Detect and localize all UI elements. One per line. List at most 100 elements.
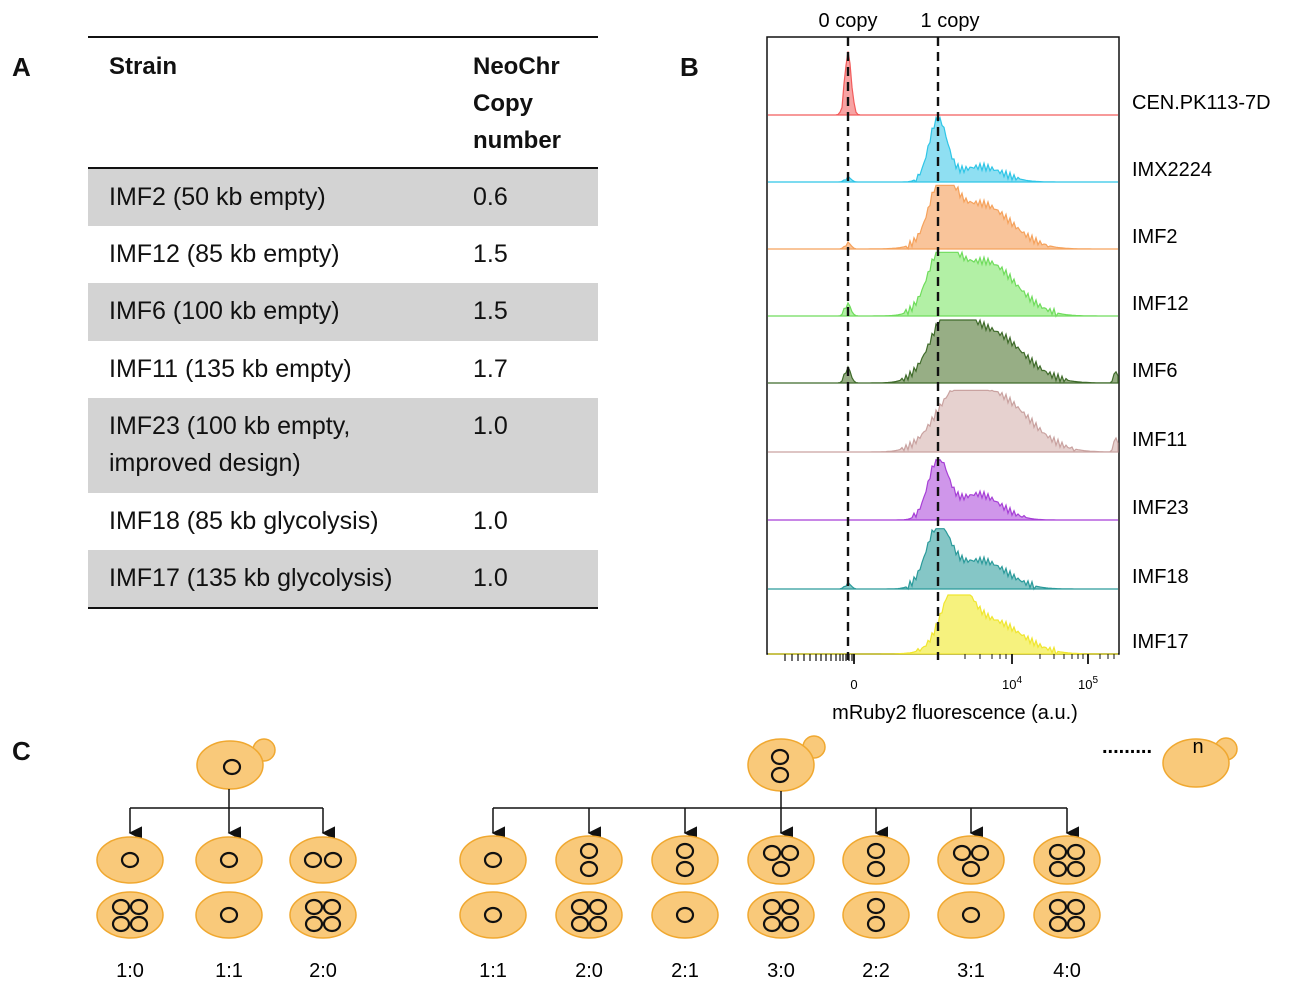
table-header-rule — [88, 167, 598, 169]
series-label: CEN.PK113-7D — [1132, 92, 1271, 114]
histogram-imx2224 — [768, 115, 1118, 183]
histogram-imf12 — [768, 250, 1118, 318]
ratio-label: 3:1 — [957, 960, 985, 982]
strain-cell: IMF23 (100 kb empty, improved design) — [109, 408, 350, 482]
neochromosome-icon — [1066, 843, 1086, 861]
daughter-cell-top — [651, 835, 719, 885]
daughter-cell-bottom — [747, 891, 815, 939]
neochromosome-icon — [866, 842, 886, 860]
panel-label-b: B — [680, 52, 699, 82]
neochromosome-icon — [762, 915, 782, 933]
neochromosome-icon — [303, 851, 323, 869]
panel-label-a: A — [12, 52, 31, 82]
ref-line-label-1-copy: 1 copy — [921, 10, 980, 32]
ratio-label: 1:0 — [116, 960, 144, 982]
copy-number-cell: 0.6 — [473, 183, 508, 211]
table-row: IMF12 (85 kb empty) 1.5 — [88, 226, 598, 283]
daughter-cell-bottom — [1033, 891, 1101, 939]
neochromosome-icon — [304, 915, 324, 933]
daughter-cell-bottom — [195, 891, 263, 939]
neochromosome-icon — [579, 842, 599, 860]
neochromosome-icon — [770, 766, 790, 784]
daughter-cell-top — [289, 836, 357, 884]
daughter-cell-top — [459, 835, 527, 885]
neochromosome-icon — [762, 898, 782, 916]
neochromosome-icon — [588, 915, 608, 933]
strain-cell: IMF18 (85 kb glycolysis) — [109, 507, 379, 535]
neochromosome-icon — [771, 860, 791, 878]
series-label: IMX2224 — [1132, 159, 1212, 181]
table-row: IMF23 (100 kb empty, improved design) 1.… — [88, 398, 598, 493]
histogram-imf6 — [768, 318, 1119, 384]
series-label: IMF2 — [1132, 226, 1178, 248]
series-labels: CEN.PK113-7D IMX2224 IMF2 IMF12 IMF6 IMF11 IMF… — [1132, 92, 1271, 653]
neochromosome-icon — [866, 897, 886, 915]
daughter-cell-top — [555, 835, 623, 885]
x-axis-ticks — [784, 654, 1115, 664]
neochromosome-icon — [675, 860, 695, 878]
daughter-cell-top — [195, 836, 263, 884]
daughter-cell-bottom — [96, 891, 164, 939]
histogram-ridges — [768, 51, 1119, 656]
header-copy-line-3: number — [473, 127, 562, 154]
daughter-cell-bottom — [651, 891, 719, 939]
neochromosome-icon — [120, 851, 140, 869]
ratio-label: 1:1 — [215, 960, 243, 982]
ref-line-label-0-copy: 0 copy — [819, 10, 878, 32]
neochromosome-icon — [780, 915, 800, 933]
diagram-body — [96, 735, 1238, 939]
ratio-labels-group-1: 1:0 1:1 2:0 — [116, 960, 337, 982]
neochromosome-icon — [961, 906, 981, 924]
neochromosome-icon — [1066, 915, 1086, 933]
neochromosome-icon — [483, 906, 503, 924]
strain-cell-line-1: IMF23 (100 kb empty, — [109, 412, 351, 440]
daughter-cell-top — [1033, 835, 1101, 885]
neochromosome-icon — [961, 860, 981, 878]
neochromosome-icon — [129, 915, 149, 933]
table-row: IMF6 (100 kb empty) 1.5 — [88, 283, 598, 341]
series-label: IMF6 — [1132, 360, 1178, 382]
neochromosome-icon — [219, 906, 239, 924]
series-label: IMF23 — [1132, 497, 1189, 519]
series-label: IMF18 — [1132, 566, 1189, 588]
table-top-rule — [88, 36, 598, 38]
neochromosome-icon — [304, 898, 324, 916]
neochromosome-icon — [1066, 860, 1086, 878]
neochromosome-icon — [483, 851, 503, 869]
neochromosome-icon — [866, 915, 886, 933]
n-copy-cell — [1162, 738, 1230, 788]
ratio-label: 3:0 — [767, 960, 795, 982]
neochromosome-icon — [322, 915, 342, 933]
daughter-cell-bottom — [289, 891, 357, 939]
ellipsis: ......... — [1102, 736, 1152, 758]
histogram-imf2 — [768, 184, 1118, 251]
ratio-label: 4:0 — [1053, 960, 1081, 982]
fluorescence-histogram-chart: 0 copy 1 copy CEN.PK113-7D IMX2224 IMF2 IMF… — [766, 10, 1271, 724]
neochromosome-icon — [1048, 860, 1068, 878]
neochromosome-segregation-diagram: n ......... 1:0 1:1 2:0 1:1 2:0 2:1 3:0 2:2 3:1… — [96, 735, 1238, 982]
neochromosome-icon — [111, 915, 131, 933]
histogram-cen-pk113-7d — [768, 51, 1118, 116]
copy-number-cell: 1.5 — [473, 240, 508, 268]
neochromosome-icon — [222, 758, 242, 776]
neochromosome-icon — [579, 860, 599, 878]
strain-cell: IMF6 (100 kb empty) — [109, 297, 340, 325]
series-label: IMF12 — [1132, 293, 1189, 315]
daughter-cell-top — [96, 836, 164, 884]
strain-cell-line-2: improved design) — [109, 449, 301, 477]
ratio-label: 2:0 — [575, 960, 603, 982]
neochromosome-icon — [1048, 915, 1068, 933]
header-copy-line-2: Copy — [473, 90, 533, 117]
neochromosome-icon — [675, 842, 695, 860]
strain-cell: IMF12 (85 kb empty) — [109, 240, 340, 268]
histogram-imf11 — [768, 389, 1119, 453]
neochromosome-icon — [1066, 898, 1086, 916]
header-copy-line-1: NeoChr — [473, 53, 560, 80]
daughter-cell-bottom — [937, 891, 1005, 939]
strain-cell: IMF2 (50 kb empty) — [109, 183, 326, 211]
daughter-cell-bottom — [842, 891, 910, 939]
series-label: IMF17 — [1132, 631, 1189, 653]
series-label: IMF11 — [1132, 429, 1187, 451]
neochromosome-icon — [570, 915, 590, 933]
copy-number-cell: 1.0 — [473, 564, 508, 592]
